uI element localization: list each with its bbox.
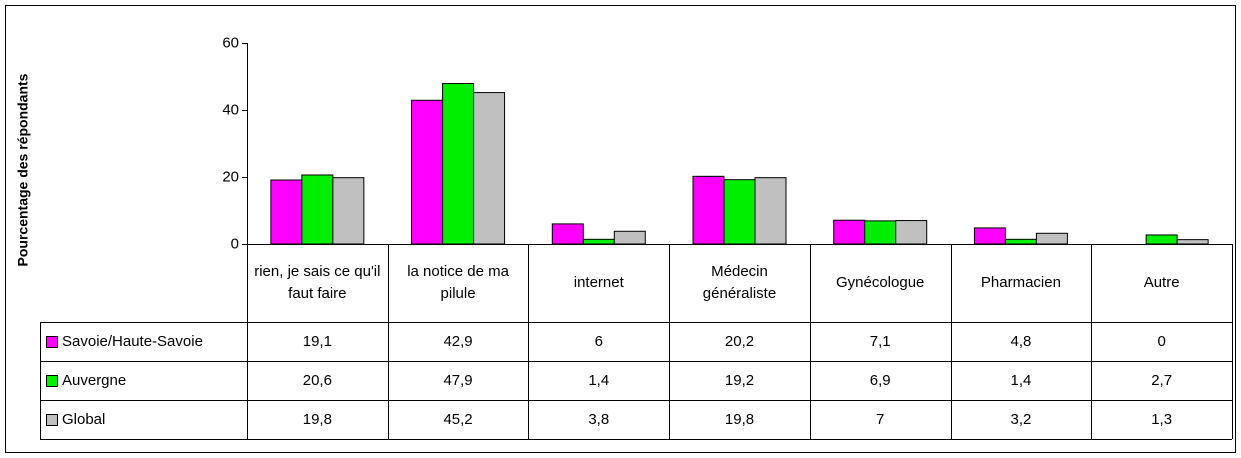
table-value: 7 xyxy=(876,410,885,428)
table-value: 20,2 xyxy=(724,332,755,350)
table-value: 47,9 xyxy=(443,371,473,389)
category-label: internet xyxy=(573,274,624,291)
category-label: rien, je sais ce qu'il faut faire xyxy=(254,263,381,302)
bar xyxy=(973,227,1006,245)
bar xyxy=(1035,232,1068,245)
table-value: 42,9 xyxy=(443,332,473,350)
category-label: la notice de ma pilule xyxy=(407,263,509,302)
table-value: 45,2 xyxy=(443,410,473,428)
table-value: 6,9 xyxy=(869,371,891,389)
bar xyxy=(301,174,334,245)
y-tick-label: 20 xyxy=(222,168,239,185)
bar xyxy=(270,179,303,245)
legend-label: Global xyxy=(62,411,106,428)
table-value: 7,1 xyxy=(869,332,891,350)
legend-swatch xyxy=(46,374,58,387)
bar xyxy=(473,92,506,245)
bar xyxy=(332,177,365,245)
table-value: 19,8 xyxy=(724,410,755,428)
legend-label: Savoie/Haute-Savoie xyxy=(62,333,203,350)
table-value: 6 xyxy=(594,332,603,350)
bar xyxy=(754,177,787,245)
bar xyxy=(895,220,928,245)
table-value: 3,8 xyxy=(588,410,610,428)
category-label: Pharmacien xyxy=(980,274,1061,291)
y-tick-label: 60 xyxy=(222,34,239,51)
y-tick-label: 40 xyxy=(222,101,239,118)
category-label: Autre xyxy=(1143,274,1180,291)
bar xyxy=(723,179,756,245)
table-value: 2,7 xyxy=(1151,371,1173,389)
bar xyxy=(613,230,646,245)
table-value: 1,4 xyxy=(1010,371,1032,389)
y-axis-label: Pourcentage des répondants xyxy=(15,73,31,266)
table-value: 1,4 xyxy=(588,371,610,389)
bar xyxy=(864,220,897,245)
category-label: Gynécologue xyxy=(835,274,925,291)
category-label: Médecin généraliste xyxy=(702,263,777,302)
outer-border xyxy=(5,5,1236,453)
legend-swatch xyxy=(46,413,58,426)
bar xyxy=(833,219,866,245)
bar xyxy=(551,223,584,245)
table-value: 0 xyxy=(1157,332,1166,350)
table-value: 1,3 xyxy=(1151,410,1173,428)
legend-entry: Global xyxy=(46,400,245,439)
table-value: 20,6 xyxy=(302,371,332,389)
table-value: 19,8 xyxy=(302,410,332,428)
table-value: 19,2 xyxy=(724,371,755,389)
bar xyxy=(692,175,725,245)
table-value: 4,8 xyxy=(1010,332,1032,350)
legend-entry: Savoie/Haute-Savoie xyxy=(46,322,245,361)
table-value: 19,1 xyxy=(302,332,332,350)
table-value: 3,2 xyxy=(1010,410,1032,428)
legend-entry: Auvergne xyxy=(46,361,245,400)
bar xyxy=(1145,234,1178,245)
legend-swatch xyxy=(46,335,58,348)
bar xyxy=(442,83,475,245)
legend-label: Auvergne xyxy=(62,372,127,389)
bar xyxy=(411,99,444,245)
y-tick-label: 0 xyxy=(231,235,239,252)
